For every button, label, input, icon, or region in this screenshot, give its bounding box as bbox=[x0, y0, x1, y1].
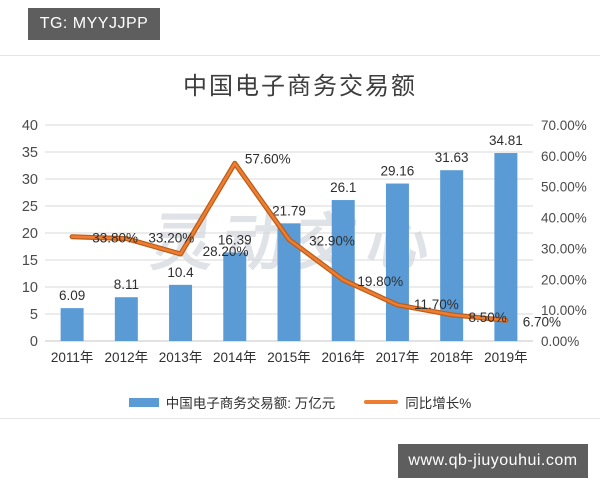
growth-value-label: 28.20% bbox=[203, 244, 249, 259]
growth-value-label: 6.70% bbox=[523, 314, 561, 329]
growth-value-label: 8.50% bbox=[469, 310, 507, 325]
right-axis-tick: 10.00% bbox=[541, 303, 587, 318]
left-axis-tick: 0 bbox=[30, 334, 38, 350]
bar-value-label: 26.1 bbox=[330, 180, 356, 195]
bar-value-label: 16.39 bbox=[218, 232, 252, 247]
right-axis-tick: 20.00% bbox=[541, 272, 587, 287]
x-axis-label: 2018年 bbox=[430, 350, 474, 365]
growth-value-label: 57.60% bbox=[245, 151, 291, 166]
bar-value-label: 6.09 bbox=[59, 288, 85, 303]
growth-value-label: 19.80% bbox=[357, 274, 403, 289]
bar-value-label: 21.79 bbox=[272, 203, 306, 218]
bar-value-label: 8.11 bbox=[114, 277, 139, 292]
left-axis-tick: 10 bbox=[22, 280, 38, 296]
x-axis-label: 2011年 bbox=[51, 350, 94, 365]
x-axis-label: 2013年 bbox=[159, 350, 203, 365]
chart-legend: 中国电子商务交易额: 万亿元 同比增长% bbox=[0, 392, 600, 412]
bar-value-label: 31.63 bbox=[435, 150, 469, 165]
bottom-divider bbox=[0, 418, 600, 419]
left-axis-tick: 35 bbox=[22, 145, 38, 161]
telegram-watermark-badge: TG: MYYJJPP bbox=[28, 8, 160, 40]
bar bbox=[440, 170, 464, 341]
growth-value-label: 33.20% bbox=[148, 231, 194, 246]
growth-line bbox=[70, 162, 508, 322]
right-axis-tick: 0.00% bbox=[541, 334, 579, 349]
right-axis-tick: 50.00% bbox=[541, 180, 587, 195]
bar-series-swatch bbox=[128, 397, 159, 407]
x-axis-label: 2019年 bbox=[484, 350, 528, 365]
website-watermark-badge: www.qb-jiuyouhui.com bbox=[398, 444, 588, 478]
top-divider bbox=[0, 55, 600, 56]
growth-value-label: 11.70% bbox=[414, 297, 459, 312]
growth-value-label: 33.80% bbox=[92, 231, 138, 246]
bar bbox=[385, 183, 409, 341]
chart-title: 中国电子商务交易额 bbox=[183, 72, 417, 100]
telegram-badge-text: TG: MYYJJPP bbox=[39, 15, 149, 32]
left-axis-tick: 15 bbox=[22, 253, 38, 269]
left-axis-tick: 40 bbox=[22, 118, 38, 134]
left-axis-tick: 5 bbox=[30, 307, 38, 323]
x-axis-label: 2012年 bbox=[105, 350, 149, 365]
bar bbox=[494, 153, 518, 341]
right-axis-tick: 60.00% bbox=[541, 149, 587, 164]
bar-value-label: 34.81 bbox=[489, 133, 523, 148]
right-axis-tick: 70.00% bbox=[541, 118, 587, 133]
left-axis-tick: 20 bbox=[22, 226, 38, 242]
x-axis-label: 2016年 bbox=[321, 350, 365, 365]
bar bbox=[169, 284, 193, 341]
right-axis-tick: 40.00% bbox=[541, 211, 587, 226]
bar-value-label: 29.16 bbox=[381, 164, 415, 179]
bar bbox=[277, 223, 301, 341]
right-axis-tick: 30.00% bbox=[541, 241, 587, 256]
x-axis-label: 2015年 bbox=[267, 350, 311, 365]
bar-value-label: 10.4 bbox=[167, 265, 194, 280]
bar bbox=[60, 308, 84, 341]
x-axis-label: 2014年 bbox=[213, 350, 257, 365]
left-axis-tick: 25 bbox=[22, 199, 38, 215]
website-badge-text: www.qb-jiuyouhui.com bbox=[408, 452, 578, 469]
bar bbox=[114, 297, 138, 341]
growth-value-label: 32.90% bbox=[309, 233, 355, 248]
left-axis-tick: 30 bbox=[22, 172, 38, 188]
bar bbox=[223, 252, 247, 341]
bar bbox=[331, 200, 355, 341]
bar-series-label: 中国电子商务交易额: 万亿元 bbox=[165, 396, 336, 411]
line-series-label: 同比增长% bbox=[405, 396, 472, 411]
line-series-swatch bbox=[364, 400, 399, 404]
x-axis-label: 2017年 bbox=[376, 350, 420, 365]
